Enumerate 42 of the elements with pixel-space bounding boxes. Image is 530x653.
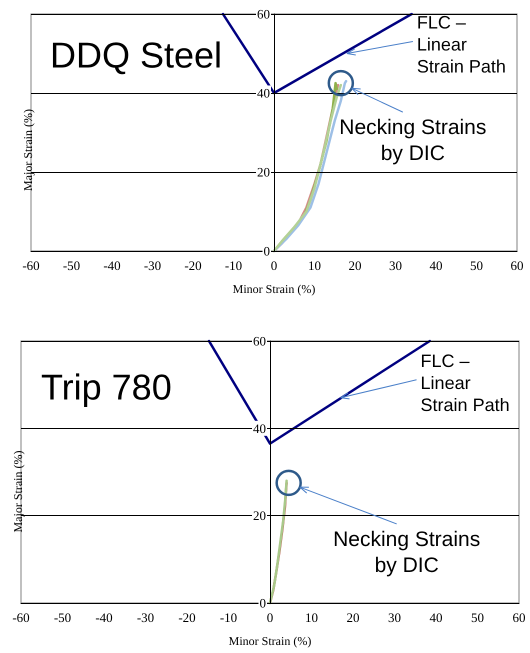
x-tick-label: 20 [346,610,360,625]
y-tick-label: 20 [253,508,266,524]
x-tick-label: 10 [308,258,321,273]
x-tick-label: -20 [178,610,196,625]
x-tick-label: -20 [184,258,202,273]
x-tick-label: 50 [470,258,483,273]
y-tick-label: 40 [257,86,270,100]
text: Trip 780 [41,366,172,408]
x-tick-label: 30 [388,610,401,625]
x-axis-title: Minor Strain (%) [232,282,316,296]
x-tick-label: -50 [54,610,72,625]
x-tick-label: -40 [103,258,121,273]
y-tick-label: 60 [257,6,270,22]
x-tick-label: -10 [220,610,238,625]
y-tick-label: 0 [264,244,270,258]
x-tick-label: -40 [95,610,113,625]
annotation: FLC – Linear Strain Path [416,12,506,76]
x-tick-label: -10 [224,258,242,273]
x-tick-label: 30 [389,258,402,273]
x-tick-label: 40 [430,258,442,273]
annotation: FLC – Linear Strain Path [420,350,510,415]
x-tick-label: -60 [12,610,30,625]
annotation: Necking Strains by DIC [339,116,486,165]
x-tick-label: -60 [22,258,40,273]
x-tick-label: 50 [471,610,484,625]
x-tick-label: 20 [348,258,362,273]
x-tick-label: 10 [305,610,318,625]
y-axis-title: Major Strain (%) [11,450,25,532]
y-tick-label: 20 [257,164,270,180]
y-tick-label: 40 [253,420,266,436]
annotation: Necking Strains by DIC [333,527,480,576]
x-tick-label: 60 [510,258,524,273]
x-tick-label: -30 [136,610,154,625]
x-tick-label: 40 [430,610,442,625]
x-tick-label: -30 [144,258,162,273]
y-tick-label: 60 [253,334,266,348]
x-tick-label: 60 [512,610,526,625]
y-axis-title: Major Strain (%) [21,109,35,191]
x-axis-title: Minor Strain (%) [228,634,312,648]
x-tick-label: -50 [62,258,80,273]
y-tick-label: 0 [260,596,266,610]
text: DDQ Steel [50,34,222,76]
